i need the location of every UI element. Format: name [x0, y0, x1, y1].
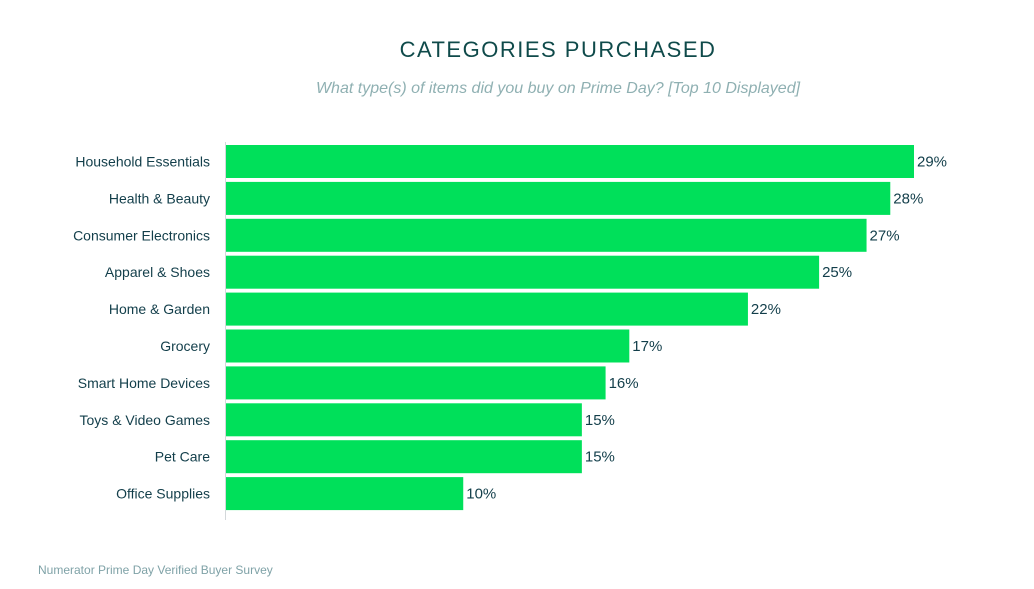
bar-0 [226, 145, 914, 178]
bar-2 [226, 218, 867, 252]
source-note: Numerator Prime Day Verified Buyer Surve… [38, 563, 273, 577]
bar-5 [226, 329, 630, 363]
bar-9 [226, 477, 464, 511]
bars-group [226, 145, 914, 511]
chart-title: CATEGORIES PURCHASED [400, 37, 717, 62]
value-label-0: 29% [917, 154, 947, 171]
category-label-5: Grocery [160, 338, 210, 354]
value-label-5: 17% [632, 338, 662, 355]
value-label-7: 15% [585, 412, 615, 429]
category-label-4: Home & Garden [109, 301, 210, 317]
value-label-1: 28% [893, 190, 923, 207]
bar-4 [226, 292, 748, 326]
bar-3 [226, 255, 820, 289]
value-label-9: 10% [466, 486, 496, 503]
category-label-8: Pet Care [155, 449, 210, 465]
category-label-6: Smart Home Devices [78, 375, 210, 391]
category-label-7: Toys & Video Games [80, 412, 210, 428]
value-label-3: 25% [822, 264, 852, 281]
category-label-2: Consumer Electronics [73, 227, 210, 243]
bar-1 [226, 181, 891, 215]
chart-subtitle: What type(s) of items did you buy on Pri… [316, 80, 801, 97]
category-label-1: Health & Beauty [109, 190, 210, 206]
bar-7 [226, 403, 582, 437]
category-labels: Household Essentials Health & Beauty Consu… [73, 154, 210, 502]
value-labels: 29% 28% 27% 25% 22% 17% 16% 15% 15% 10% [466, 154, 947, 503]
value-label-2: 27% [870, 227, 900, 244]
value-label-4: 22% [751, 301, 781, 318]
value-label-6: 16% [609, 375, 639, 392]
bar-8 [226, 440, 582, 474]
category-label-0: Household Essentials [75, 154, 210, 170]
value-label-8: 15% [585, 449, 615, 466]
category-label-9: Office Supplies [116, 486, 210, 502]
category-label-3: Apparel & Shoes [105, 264, 210, 280]
bar-6 [226, 366, 606, 400]
